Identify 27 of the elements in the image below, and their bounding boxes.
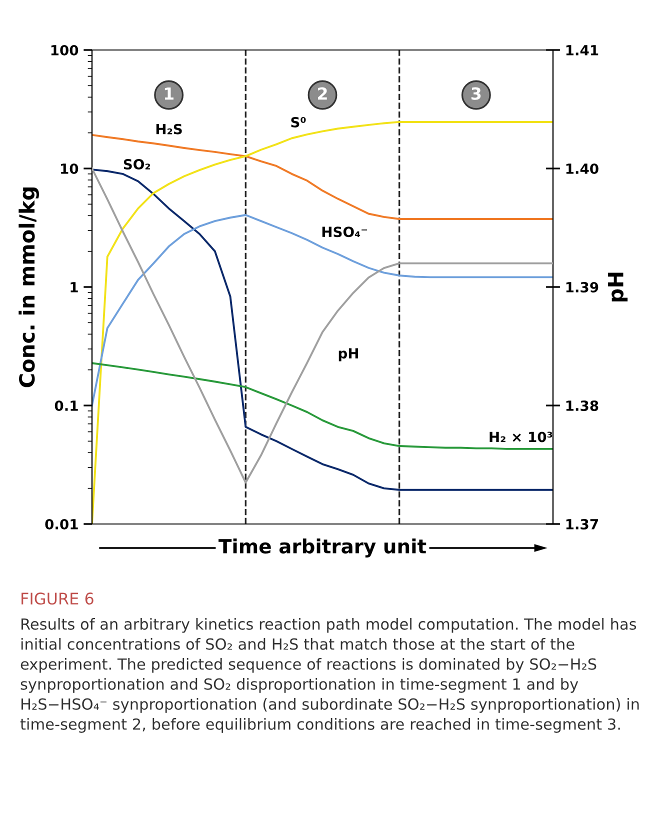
series-label: S⁰ [291,116,306,128]
y2-tick-label: 1.38 [566,400,598,411]
y-tick-label: 100 [51,44,78,56]
y-tick-label: 0.1 [54,400,78,411]
y-tick-label: 10 [61,163,78,174]
annotation: 1 [164,87,174,100]
y-tick-label: 0.01 [45,518,78,530]
series-label: pH [338,348,358,362]
y2-tick-label: 1.40 [566,163,598,174]
y-tick-label: 1 [70,282,78,292]
series-label: HSO₄⁻ [322,226,368,238]
series-label: SO₂ [124,159,150,170]
line-series [92,362,553,450]
line-series [92,134,553,220]
text: Results of an arbitrary kinetics reaction path model computation. The model has initial concentrations of SO₂ and H₂S that match those at the start of the experiment. The predicted sequence of reactions is dominated by SO₂−H₂S synproportionation and SO₂ disproportionation in time-segment 1 and by H₂S−HSO₄⁻ synproportionation (and subordinate SO₂−H₂S synproportionation) in time-segment 2, before equilibrium conditions are reached in time-segment 3. [20,618,639,733]
y2-axis-title: pH [608,272,628,302]
x-axis-title: Time arbitrary unit [218,538,426,558]
annotation: 2 [318,87,327,100]
line-series [92,214,553,406]
annotation: 3 [471,87,481,100]
y2-tick-label: 1.41 [566,45,598,56]
series-label: H₂S [156,124,182,134]
y2-tick-label: 1.39 [566,282,598,292]
y2-tick-label: 1.37 [566,518,598,530]
caption: FIGURE 6 [22,592,94,605]
y-axis-title: Conc. in mmol/kg [18,188,39,388]
series-label: H₂ × 10³ [490,432,552,442]
